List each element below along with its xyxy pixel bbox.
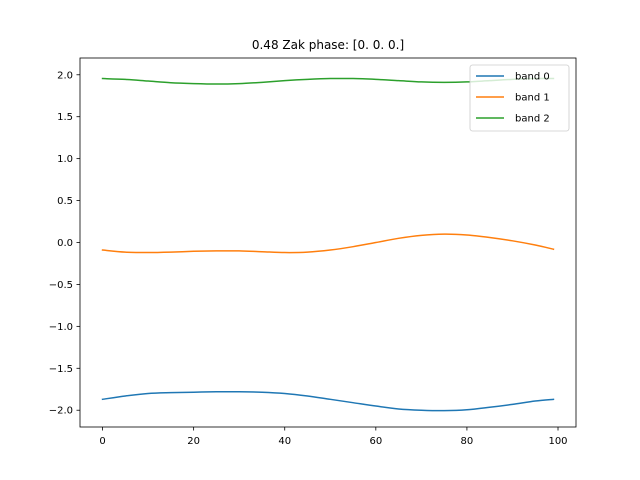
y-tick-label: 0.5	[57, 196, 73, 207]
x-tick-label: 60	[369, 436, 382, 447]
legend: band 0 band 1 band 2	[469, 64, 570, 132]
x-tick-label: 0	[99, 436, 105, 447]
legend-label: band 1	[515, 93, 550, 104]
y-tick-label: 1.5	[57, 112, 73, 123]
legend-label: band 0	[515, 72, 550, 83]
y-tick-label: −1.0	[49, 322, 73, 333]
y-tick-label: −0.5	[49, 280, 73, 291]
x-tick-label: 40	[278, 436, 291, 447]
axes-layer: 0 20 40 60 80 100 −2.0 −1.5 −1.0 −0.5 0.0 0.5 1.0 1.5…	[49, 70, 568, 447]
chart-title: 0.48 Zak phase: [0. 0. 0.]	[252, 38, 404, 52]
y-tick-label: 0.0	[57, 238, 73, 249]
y-tick-label: −1.5	[49, 364, 73, 375]
series-line-band-1	[101, 233, 555, 254]
plot-frame	[79, 57, 577, 428]
x-tick-label: 80	[461, 436, 474, 447]
legend-label: band 2	[515, 114, 550, 125]
series-line-band-0	[101, 390, 555, 412]
x-tick-label: 100	[548, 436, 567, 447]
y-tick-label: −2.0	[49, 406, 73, 417]
legend-box	[469, 64, 570, 132]
y-tick-label: 2.0	[57, 70, 73, 81]
x-tick-label: 20	[187, 436, 200, 447]
y-tick-label: 1.0	[57, 154, 73, 165]
